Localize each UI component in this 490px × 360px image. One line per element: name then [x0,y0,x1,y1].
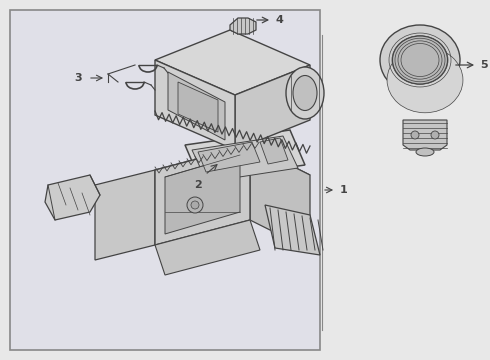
Ellipse shape [286,67,324,119]
Text: 2: 2 [194,180,202,190]
Polygon shape [198,142,260,172]
Polygon shape [265,205,320,255]
Polygon shape [165,155,240,234]
Polygon shape [230,18,256,34]
Polygon shape [178,82,218,132]
Polygon shape [185,130,305,180]
Text: 4: 4 [275,15,283,25]
Ellipse shape [391,50,460,110]
Text: 1: 1 [340,185,348,195]
Text: 3: 3 [74,73,82,83]
Circle shape [431,131,439,139]
Ellipse shape [398,57,451,103]
Text: 5: 5 [480,60,488,70]
Circle shape [411,131,419,139]
Polygon shape [235,65,310,150]
Polygon shape [155,145,310,200]
Ellipse shape [387,47,463,113]
Ellipse shape [380,25,460,95]
Ellipse shape [392,36,447,84]
Polygon shape [250,145,310,250]
Bar [10,10,320,350]
Ellipse shape [389,49,461,111]
Ellipse shape [293,76,317,111]
Polygon shape [403,120,447,150]
Polygon shape [95,170,155,260]
Ellipse shape [392,51,458,108]
Polygon shape [192,136,298,182]
Polygon shape [155,60,235,150]
Polygon shape [45,175,100,220]
Polygon shape [155,30,310,95]
Circle shape [191,201,199,209]
Polygon shape [155,220,260,275]
Polygon shape [260,138,288,164]
Ellipse shape [395,54,455,105]
Ellipse shape [393,53,456,107]
Ellipse shape [397,56,453,104]
Ellipse shape [416,148,434,156]
Circle shape [187,197,203,213]
Polygon shape [168,72,225,140]
Polygon shape [155,145,250,245]
